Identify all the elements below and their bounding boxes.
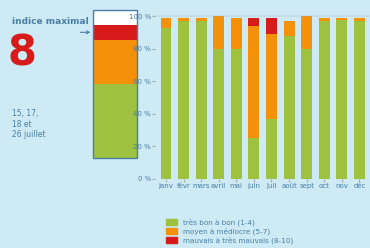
Bar [266, 34, 277, 119]
Bar [161, 28, 171, 179]
Text: 8: 8 [8, 32, 37, 75]
Bar [178, 18, 189, 21]
Bar [319, 16, 330, 18]
Bar [336, 16, 347, 18]
Bar [213, 16, 224, 49]
Bar [319, 21, 330, 179]
Bar [266, 16, 277, 18]
Bar [266, 18, 277, 34]
Bar [319, 18, 330, 21]
FancyBboxPatch shape [93, 113, 137, 128]
Bar [196, 21, 206, 179]
Bar [231, 49, 242, 179]
Bar [284, 36, 295, 179]
Bar [336, 18, 347, 20]
Bar [161, 18, 171, 28]
Bar [301, 16, 312, 49]
FancyBboxPatch shape [93, 25, 137, 40]
Bar [248, 18, 259, 26]
Bar [213, 49, 224, 179]
Bar [178, 16, 189, 18]
Bar [196, 18, 206, 21]
Bar [248, 16, 259, 18]
Bar [336, 20, 347, 179]
Bar [354, 16, 365, 18]
Text: 15, 17,
18 et
26 juillet: 15, 17, 18 et 26 juillet [13, 109, 46, 139]
FancyBboxPatch shape [93, 40, 137, 55]
FancyBboxPatch shape [93, 143, 137, 158]
FancyBboxPatch shape [93, 99, 137, 113]
Legend: très bon à bon (1-4), moyen à médiocre (5-7), mauvais à très mauvais (8-10): très bon à bon (1-4), moyen à médiocre (… [166, 218, 293, 244]
Bar [266, 119, 277, 179]
Bar [196, 16, 206, 18]
FancyBboxPatch shape [93, 55, 137, 69]
FancyBboxPatch shape [93, 69, 137, 84]
FancyBboxPatch shape [93, 10, 137, 25]
Bar [231, 16, 242, 18]
Bar [301, 49, 312, 179]
Bar [284, 16, 295, 21]
Bar [354, 18, 365, 21]
Bar [248, 26, 259, 138]
Bar [231, 18, 242, 49]
Text: indice maximal: indice maximal [13, 17, 89, 26]
FancyBboxPatch shape [93, 84, 137, 99]
Bar [248, 138, 259, 179]
FancyBboxPatch shape [93, 128, 137, 143]
Bar [354, 21, 365, 179]
Bar [161, 16, 171, 18]
Bar [178, 21, 189, 179]
Bar [284, 21, 295, 36]
